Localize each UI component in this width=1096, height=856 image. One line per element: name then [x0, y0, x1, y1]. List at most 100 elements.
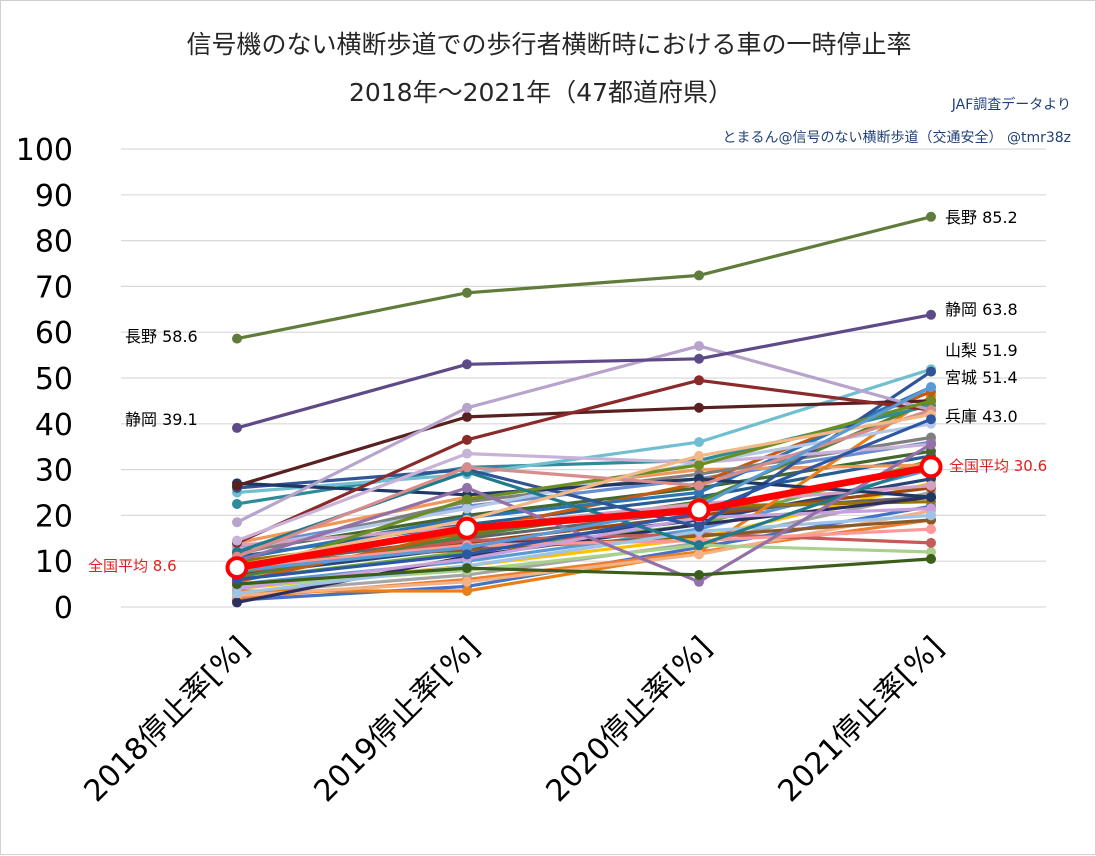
- series-line-11: [236, 449, 932, 554]
- series-line-37: [236, 399, 932, 577]
- series-line-33: [236, 399, 932, 488]
- series-lines: [232, 211, 936, 608]
- x-tick-label: 2019停止率[%]: [308, 630, 487, 809]
- x-tick-label: 2021停止率[%]: [772, 630, 951, 809]
- data-point: [694, 521, 704, 532]
- data-point: [232, 498, 242, 509]
- data-point: [232, 333, 242, 344]
- data-point: [462, 585, 472, 596]
- average-series: [225, 455, 943, 580]
- data-point: [926, 439, 936, 450]
- data-point: [694, 450, 704, 461]
- data-point: [694, 402, 704, 413]
- series-line-35: [236, 344, 932, 524]
- data-point: [462, 402, 472, 413]
- y-tick-label: 40: [35, 408, 73, 443]
- series-line-10: [236, 454, 932, 559]
- series-line-23: [236, 527, 932, 570]
- data-point: [462, 503, 472, 514]
- data-point: [694, 487, 704, 498]
- data-point: [694, 549, 704, 560]
- series-line-36: [236, 442, 932, 543]
- data-point: [694, 437, 704, 448]
- data-point: [462, 494, 472, 505]
- y-tick-label: 100: [16, 133, 73, 168]
- y-tick-label: 50: [35, 362, 73, 397]
- label-average-2018: 全国平均 8.6: [88, 557, 177, 575]
- x-axis: 2018停止率[%] 2019停止率[%] 2020停止率[%] 2021停止率[%]: [78, 630, 951, 809]
- label-average-2021: 全国平均 30.6: [949, 457, 1047, 475]
- data-point-average: [919, 455, 943, 479]
- data-point-average: [225, 556, 249, 580]
- data-point-average: [455, 516, 479, 540]
- data-point: [232, 597, 242, 608]
- data-point: [694, 540, 704, 551]
- data-point: [694, 353, 704, 364]
- chart-subtitle: 2018年～2021年（47都道府県）: [349, 78, 733, 107]
- data-point: [232, 535, 242, 546]
- chart-title: 信号機のない横断歩道での歩行者横断時における車の一時停止率: [186, 30, 911, 59]
- y-tick-label: 0: [54, 591, 73, 626]
- data-point: [694, 460, 704, 471]
- data-point: [926, 503, 936, 514]
- label-nagano-2018: 長野 58.6: [125, 327, 198, 346]
- data-point: [232, 588, 242, 599]
- data-point: [462, 576, 472, 587]
- label-shizuoka-2018: 静岡 39.1: [125, 410, 198, 429]
- x-tick-group: 2020停止率[%]: [540, 630, 719, 809]
- data-point: [694, 340, 704, 351]
- data-point: [694, 270, 704, 281]
- x-tick-label: 2020停止率[%]: [540, 630, 719, 809]
- y-axis: 0 10 20 30 40 50 60 70 80 90 100: [16, 133, 73, 626]
- data-point: [462, 482, 472, 493]
- series-line-15: [236, 509, 932, 598]
- data-point: [926, 492, 936, 503]
- data-point: [462, 563, 472, 574]
- y-tick-label: 70: [35, 270, 73, 305]
- series-line-average: [236, 463, 932, 572]
- data-point: [926, 537, 936, 548]
- label-yamanashi-2021: 山梨 51.9: [945, 341, 1018, 360]
- data-point: [926, 547, 936, 558]
- series-line-41: [236, 413, 932, 568]
- data-point: [462, 448, 472, 459]
- data-point: [926, 382, 936, 393]
- y-tick-label: 80: [35, 225, 73, 260]
- data-point: [926, 446, 936, 457]
- y-tick-label: 20: [35, 499, 73, 534]
- series-line-43: [236, 385, 932, 572]
- label-miyagi-2021: 宮城 51.4: [945, 368, 1018, 387]
- data-point: [462, 542, 472, 553]
- source-line-1: JAF調査データより: [951, 96, 1071, 113]
- data-point: [926, 432, 936, 443]
- series-line-44: [236, 417, 932, 582]
- data-point: [926, 414, 936, 425]
- y-tick-label: 10: [35, 545, 73, 580]
- data-point: [694, 375, 704, 386]
- y-tick-label: 60: [35, 316, 73, 351]
- data-point: [462, 434, 472, 445]
- data-point: [462, 549, 472, 560]
- data-point: [926, 309, 936, 320]
- data-point: [694, 473, 704, 484]
- data-point: [462, 462, 472, 473]
- series-line-45: [236, 313, 932, 430]
- data-point: [232, 422, 242, 433]
- label-hyogo-2021: 兵庫 43.0: [945, 407, 1018, 426]
- data-point: [926, 211, 936, 222]
- data-point: [926, 553, 936, 564]
- data-point: [462, 287, 472, 298]
- data-point: [926, 366, 936, 377]
- series-line-42: [236, 557, 932, 586]
- data-point: [694, 569, 704, 580]
- data-point: [926, 524, 936, 535]
- label-shizuoka-2021: 静岡 63.8: [945, 300, 1018, 319]
- series-line-28: [236, 513, 932, 595]
- series-line-46: [236, 215, 932, 341]
- data-point: [232, 480, 242, 491]
- data-point: [926, 480, 936, 491]
- data-point: [694, 576, 704, 587]
- y-tick-label: 30: [35, 454, 73, 489]
